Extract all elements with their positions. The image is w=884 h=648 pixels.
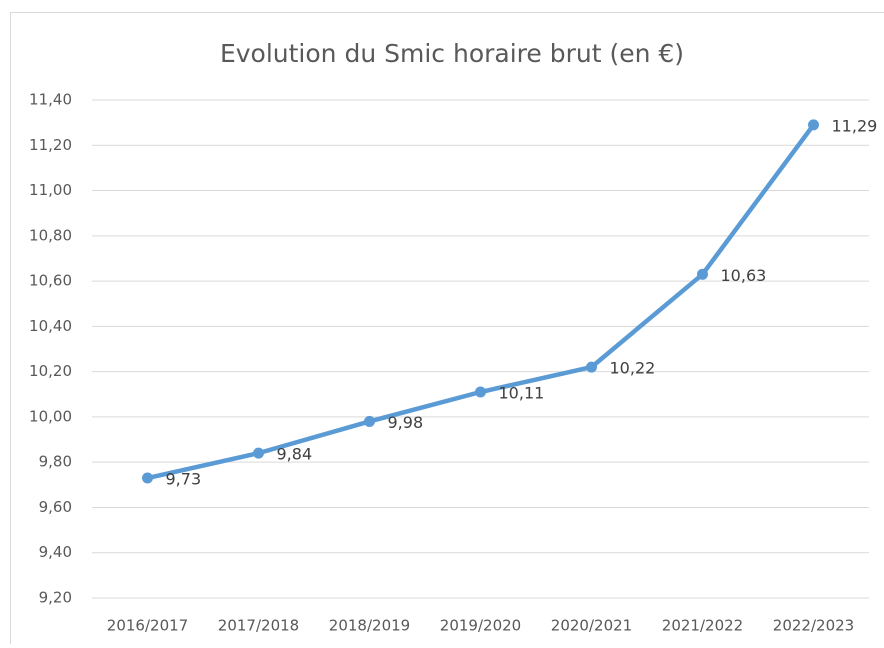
data-point [475, 387, 486, 398]
data-label: 11,29 [832, 116, 878, 135]
y-tick-label: 10,60 [29, 272, 72, 290]
chart-title: Evolution du Smic horaire brut (en €) [220, 39, 684, 68]
data-label: 10,11 [499, 384, 545, 403]
data-label: 9,73 [166, 470, 202, 489]
y-tick-label: 10,40 [29, 317, 72, 335]
data-label: 9,84 [277, 445, 313, 464]
y-tick-label: 9,20 [39, 589, 72, 607]
data-point [142, 473, 153, 484]
data-point [253, 448, 264, 459]
x-tick-label: 2016/2017 [107, 617, 188, 635]
data-label: 10,22 [610, 359, 656, 378]
data-point [364, 416, 375, 427]
y-tick-label: 9,80 [39, 453, 72, 471]
x-tick-label: 2020/2021 [551, 617, 632, 635]
data-point [808, 119, 819, 130]
data-point [586, 362, 597, 373]
y-tick-label: 9,40 [39, 543, 72, 561]
x-tick-label: 2022/2023 [773, 617, 854, 635]
chart-border [11, 13, 884, 645]
y-tick-label: 9,60 [39, 498, 72, 516]
y-tick-label: 11,40 [29, 91, 72, 109]
y-tick-label: 10,80 [29, 226, 72, 244]
data-label: 10,63 [721, 266, 767, 285]
y-tick-label: 11,00 [29, 181, 72, 199]
y-tick-label: 11,20 [29, 136, 72, 154]
y-tick-label: 10,20 [29, 362, 72, 380]
data-point [697, 269, 708, 280]
x-tick-label: 2019/2020 [440, 617, 521, 635]
x-tick-label: 2021/2022 [662, 617, 743, 635]
x-tick-label: 2018/2019 [329, 617, 410, 635]
y-tick-label: 10,00 [29, 407, 72, 425]
data-label: 9,98 [388, 413, 424, 432]
x-tick-label: 2017/2018 [218, 617, 299, 635]
